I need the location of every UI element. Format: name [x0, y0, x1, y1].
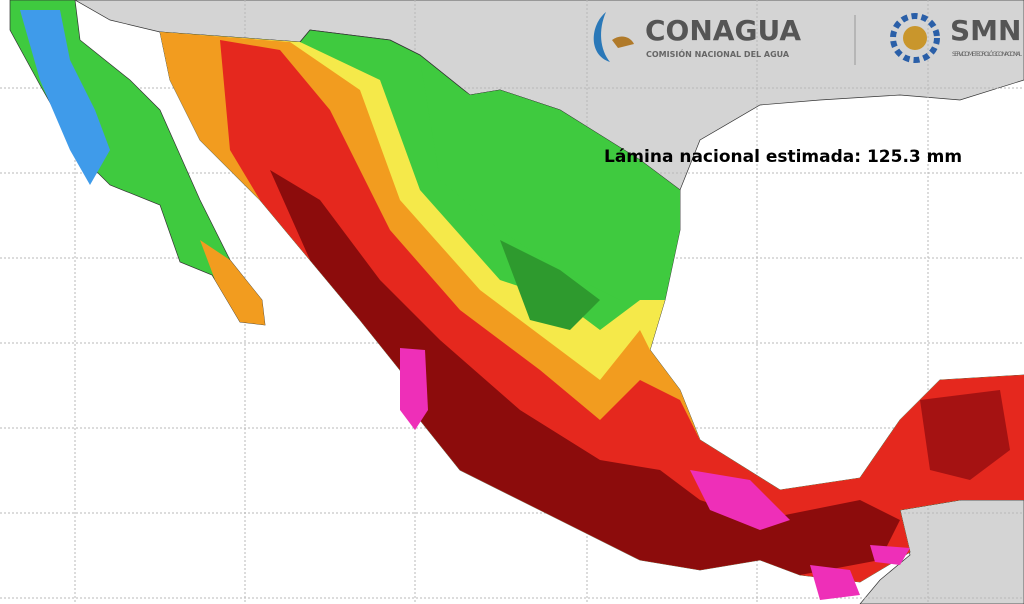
yucatan-dark-zone [920, 390, 1010, 480]
magenta-zone [690, 470, 790, 530]
logo-icon [903, 26, 927, 50]
magenta-zone [870, 545, 910, 565]
dark-green-zone [500, 240, 600, 330]
baja-blue-zone [20, 10, 110, 185]
logo-icon [890, 13, 940, 63]
smn-logo: SMN SERVICIO METEOROLÓGICO NACIONAL [890, 13, 1023, 63]
logo-text: SMN [950, 14, 1021, 47]
logo-icon [612, 36, 634, 48]
conagua-logo: CONAGUA COMISIÓN NACIONAL DEL AGUA [593, 12, 801, 62]
green-zone [420, 60, 680, 300]
logo-subtitle: SERVICIO METEOROLÓGICO NACIONAL [952, 51, 1023, 58]
logo-text: CONAGUA [645, 14, 801, 47]
logo-subtitle: COMISIÓN NACIONAL DEL AGUA [646, 48, 790, 59]
magenta-zone [810, 565, 860, 600]
annotation: Lámina nacional estimada: 125.3 mm [604, 147, 962, 167]
logo-icon [593, 12, 610, 62]
orange-zone [160, 32, 1024, 582]
baja-orange-zone [200, 240, 265, 325]
dark-red-zone [270, 170, 900, 575]
magenta-zone [400, 348, 428, 430]
